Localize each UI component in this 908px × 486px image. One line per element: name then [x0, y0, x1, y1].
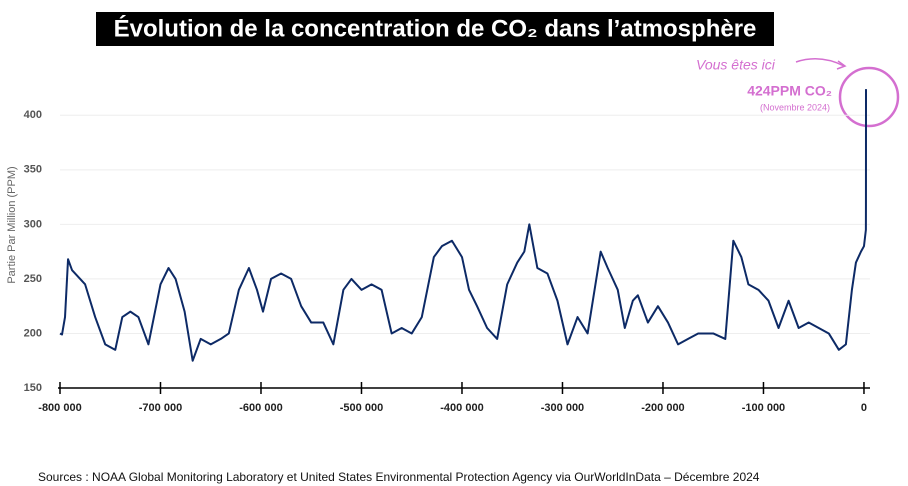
- annotation: (Novembre 2024): [760, 102, 830, 112]
- y-tick-label: 300: [24, 218, 42, 230]
- chart-title: Évolution de la concentration de CO₂ dan…: [114, 14, 757, 42]
- x-tick-label: -700 000: [139, 402, 182, 414]
- y-tick-label: 350: [24, 164, 42, 176]
- co2-line: [59, 89, 867, 362]
- x-tick-label: -500 000: [340, 402, 383, 414]
- y-tick-label: 200: [24, 327, 42, 339]
- x-tick-label: 0: [861, 402, 867, 414]
- y-tick-label: 400: [24, 109, 42, 121]
- x-tick-label: -800 000: [38, 402, 81, 414]
- title-background: [96, 12, 774, 46]
- y-axis-label: Partie Par Million (PPM): [6, 166, 18, 283]
- highlight-circle: [838, 66, 900, 128]
- source: Sources : NOAA Global Monitoring Laborat…: [38, 470, 760, 484]
- y-tick-label: 150: [24, 382, 42, 394]
- annotation-arrow: [795, 58, 845, 67]
- x-tick-label: -600 000: [239, 402, 282, 414]
- x-tick-label: -100 000: [742, 402, 785, 414]
- y-tick-label: 250: [24, 273, 42, 285]
- x-tick-label: -400 000: [440, 402, 483, 414]
- x-tick-label: -200 000: [641, 402, 684, 414]
- x-tick-label: -300 000: [541, 402, 584, 414]
- annotation: 424PPM CO₂: [747, 83, 832, 99]
- annotation-arrow-head: [836, 60, 847, 70]
- annotation: Vous êtes ici: [696, 57, 776, 73]
